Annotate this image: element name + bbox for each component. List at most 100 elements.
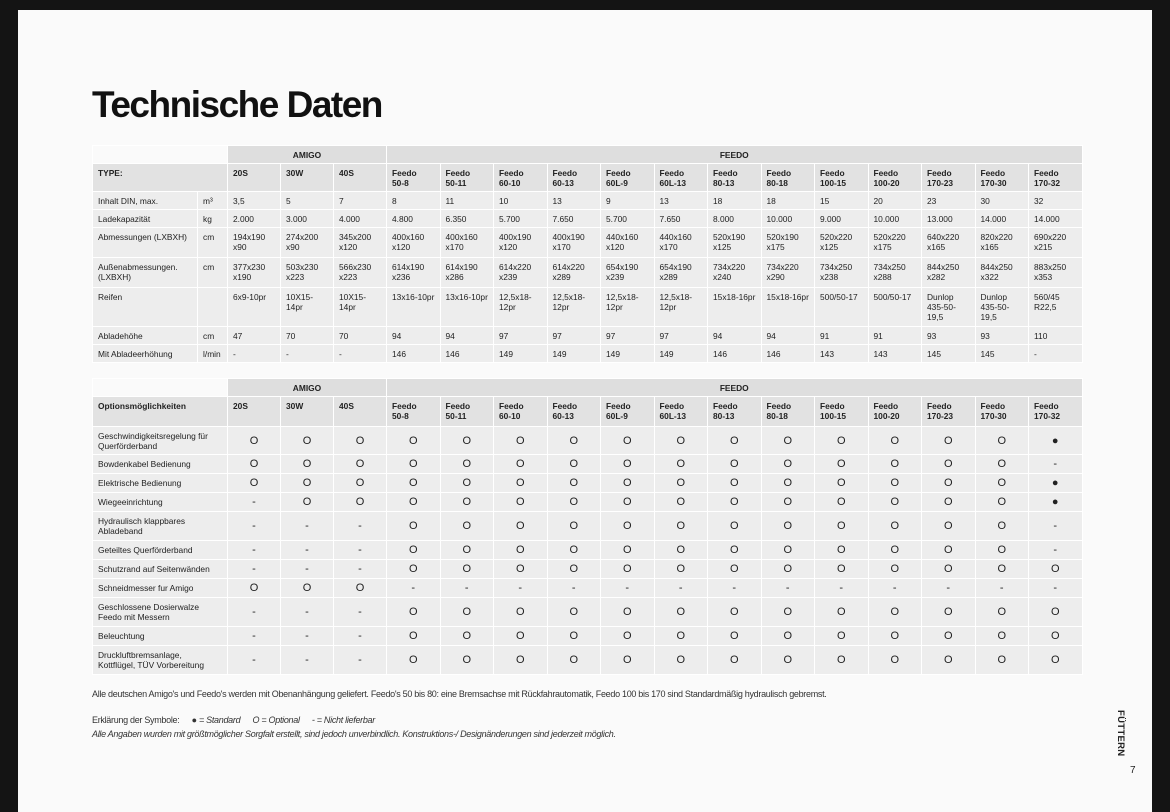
cell: 149	[546, 344, 601, 363]
cell: O	[921, 626, 976, 646]
cell: ●	[1028, 473, 1083, 493]
table-row: Druckluftbremsanlage, Kottflügel, TÜV Vo…	[92, 645, 1083, 675]
cell: O	[280, 578, 334, 598]
cell: O	[814, 454, 869, 474]
cell: -	[227, 492, 281, 512]
cell: 97	[653, 326, 708, 345]
cell: 20	[867, 191, 922, 210]
table-row: Schneidmesser fur Amigo O O O - - - - - - - - - - - - -	[92, 578, 1083, 598]
cell: O	[333, 492, 387, 512]
column-header: 40S	[333, 163, 387, 192]
note: Alle deutschen Amigo's und Feedo's werde…	[92, 689, 827, 699]
cell: 500/50-17	[814, 287, 869, 327]
cell: O	[653, 492, 708, 512]
cell: O	[921, 540, 976, 560]
table-row: Mit Abladeerhöhung l/min - - -146 146 149 149 14…	[92, 344, 1083, 363]
cell: 614x220 x289	[546, 257, 601, 288]
cell: 94	[439, 326, 494, 345]
column-header: Feedo 50-11	[439, 163, 494, 192]
cell: 10X15-14pr	[280, 287, 334, 327]
cell: O	[600, 473, 655, 493]
cell: 883x250 x353	[1028, 257, 1083, 288]
cell: O	[707, 597, 762, 627]
cell: 70	[280, 326, 334, 345]
cell: O	[921, 597, 976, 627]
cell: O	[814, 597, 869, 627]
row-label: Druckluftbremsanlage, Kottflügel, TÜV Vo…	[92, 645, 228, 675]
cell: 566x230 x223	[333, 257, 387, 288]
cell: 520x190 x125	[707, 227, 762, 258]
cell: -	[333, 626, 387, 646]
cell: O	[546, 597, 601, 627]
cell: 15x18-16pr	[760, 287, 815, 327]
group-header: FEEDO	[386, 378, 1083, 397]
cell: O	[439, 645, 494, 675]
cell: O	[974, 426, 1029, 455]
cell: -	[280, 645, 334, 675]
cell: O	[546, 540, 601, 560]
cell: -	[280, 540, 334, 560]
cell: O	[974, 645, 1029, 675]
cell: O	[867, 511, 922, 541]
cell: O	[867, 597, 922, 627]
cell: O	[227, 578, 281, 598]
cell: O	[439, 426, 494, 455]
cell: O	[600, 626, 655, 646]
cell: O	[600, 645, 655, 675]
cell: 640x220 x165	[921, 227, 976, 258]
table-row: Abmessungen (LXBXH) cm 194x190 x90 274x200 …	[92, 227, 1083, 258]
cell: -	[760, 578, 815, 598]
cell: O	[386, 626, 441, 646]
cell: O	[600, 511, 655, 541]
legend-item: O = Optional	[252, 715, 300, 725]
cell: -	[600, 578, 655, 598]
row-label: Mit Abladeerhöhung	[92, 344, 198, 363]
cell: O	[814, 645, 869, 675]
page: Technische Daten AMIGO FEEDO TYPE: 20S 30W 40…	[18, 10, 1152, 812]
cell: 614x190 x236	[386, 257, 441, 288]
column-header: Feedo 60L-13	[653, 163, 708, 192]
cell: O	[921, 559, 976, 579]
row-label: Abmessungen (LXBXH)	[92, 227, 198, 258]
table-row: Bowdenkabel Bedienung O O O O O O O O O O O O O O O -	[92, 454, 1083, 474]
cell: 91	[814, 326, 869, 345]
cell: O	[386, 559, 441, 579]
cell: 97	[493, 326, 548, 345]
column-header: Feedo 80-13	[707, 163, 762, 192]
row-label: Geteiltes Querförderband	[92, 540, 228, 560]
cell: 9.000	[814, 209, 869, 228]
cell: O	[386, 492, 441, 512]
cell: 11	[439, 191, 494, 210]
cell: O	[653, 540, 708, 560]
cell: O	[974, 473, 1029, 493]
cell: O	[707, 645, 762, 675]
cell: 91	[867, 326, 922, 345]
cell: O	[1028, 645, 1083, 675]
cell: 194x190 x90	[227, 227, 281, 258]
section-label: FÜTTERN	[1115, 710, 1126, 757]
cell: O	[493, 454, 548, 474]
cell: O	[867, 559, 922, 579]
cell: O	[707, 454, 762, 474]
column-header: Feedo 50-8	[386, 396, 441, 427]
cell: 5.700	[493, 209, 548, 228]
cell: -	[707, 578, 762, 598]
cell: 14.000	[974, 209, 1029, 228]
unit	[197, 287, 228, 327]
cell: O	[546, 492, 601, 512]
column-header: Feedo 100-15	[814, 163, 869, 192]
table-row: AMIGO FEEDO	[92, 378, 1083, 397]
cell: -	[227, 645, 281, 675]
legend-item: - = Nicht lieferbar	[311, 715, 375, 725]
table-row: Elektrische Bedienung O O O O O O O O O O O O O O O ●	[92, 473, 1083, 493]
cell: O	[439, 540, 494, 560]
row-label: Schutzrand auf Seitenwänden	[92, 559, 228, 579]
cell: 377x230 x190	[227, 257, 281, 288]
table-row: Geschlossene Dosierwalze Feedo mit Messe…	[92, 597, 1083, 627]
table-row: Inhalt DIN, max. m³ 3,5 5 7 8 11 10 13 9 13 18 18 15 2…	[92, 191, 1083, 210]
cell: 2.000	[227, 209, 281, 228]
cell: -	[386, 578, 441, 598]
cell: 8.000	[707, 209, 762, 228]
cell: 94	[386, 326, 441, 345]
cell: O	[760, 426, 815, 455]
